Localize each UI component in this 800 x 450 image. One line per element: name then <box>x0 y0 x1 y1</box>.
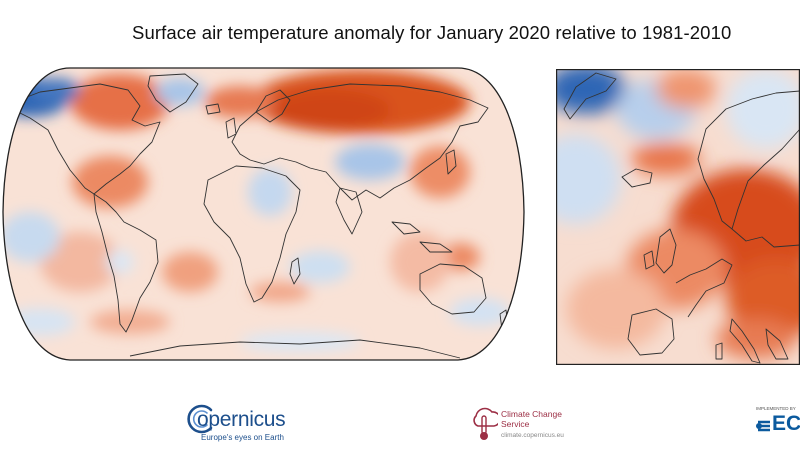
inset-coastlines <box>563 72 800 364</box>
europe-anomaly-map <box>556 69 800 365</box>
global-anomaly-map <box>2 67 525 361</box>
copernicus-c-icon <box>187 404 213 434</box>
ecmwf-wordmark: EC <box>772 412 800 435</box>
copernicus-wordmark: opernicus <box>197 408 286 431</box>
copernicus-logo: opernicus Europe's eyes on Earth <box>183 402 286 442</box>
coastlines <box>13 73 509 359</box>
ecmwf-symbol-icon <box>756 420 770 432</box>
map-frame <box>2 67 525 361</box>
c3s-logo: Climate Change Service climate.copernicu… <box>470 402 590 444</box>
chart-title: Surface air temperature anomaly for Janu… <box>132 22 732 43</box>
copernicus-tagline: Europe's eyes on Earth <box>201 433 284 442</box>
thermometer-icon <box>473 407 498 440</box>
ecmwf-logo: IMPLEMENTED BY EC <box>756 406 800 440</box>
inset-anomaly-field <box>556 69 800 359</box>
ecmwf-implemented-by: IMPLEMENTED BY <box>756 406 796 411</box>
c3s-url: climate.copernicus.eu <box>501 432 564 439</box>
c3s-name: Climate Change Service <box>501 409 562 429</box>
inset-frame <box>556 69 800 365</box>
logo-strip: opernicus Europe's eyes on Earth Climate… <box>0 398 800 446</box>
